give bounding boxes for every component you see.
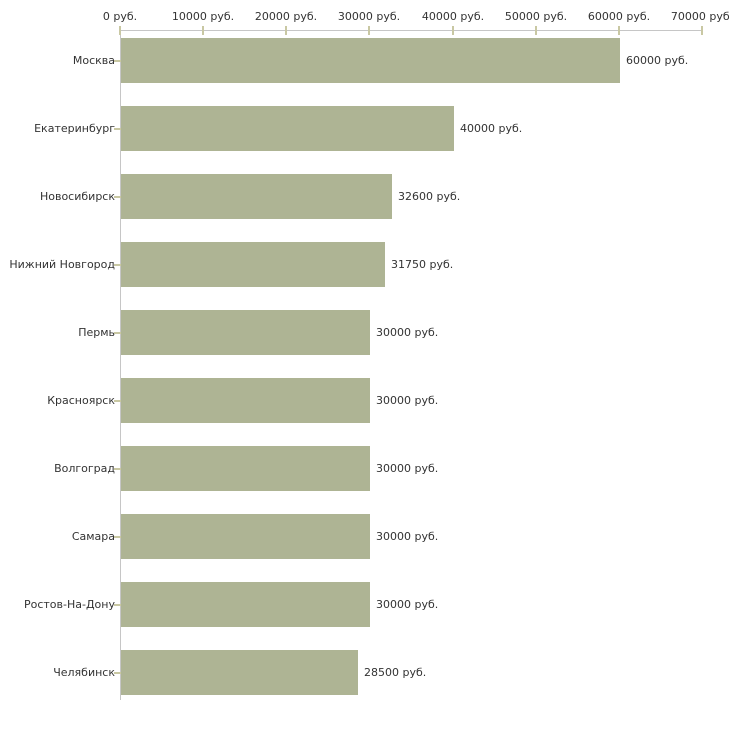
category-tick	[114, 400, 121, 402]
category-label: Волгоград	[54, 462, 115, 475]
x-axis-tick-label: 50000 руб.	[504, 10, 568, 23]
x-axis-tick	[535, 26, 537, 35]
value-label: 30000 руб.	[376, 462, 439, 475]
bar	[121, 650, 358, 695]
x-axis-tick-label: 70000 руб.	[670, 10, 730, 23]
x-axis-tick-label: 0 руб.	[102, 10, 138, 23]
bar	[121, 582, 370, 627]
x-axis-tick-label: 10000 руб.	[171, 10, 235, 23]
category-label: Пермь	[78, 326, 115, 339]
bar	[121, 242, 385, 287]
value-label: 28500 руб.	[364, 666, 427, 679]
bar	[121, 38, 620, 83]
value-label: 30000 руб.	[376, 326, 439, 339]
category-tick	[114, 536, 121, 538]
x-axis-tick	[202, 26, 204, 35]
category-label: Москва	[72, 54, 115, 67]
category-label: Красноярск	[47, 394, 115, 407]
category-tick	[114, 128, 121, 130]
y-axis-line	[120, 30, 121, 700]
category-label: Новосибирск	[39, 190, 115, 203]
value-label: 60000 руб.	[626, 54, 689, 67]
value-label: 30000 руб.	[376, 530, 439, 543]
x-axis-tick	[119, 26, 121, 35]
bar	[121, 446, 370, 491]
category-tick	[114, 196, 121, 198]
category-label: Екатеринбург	[34, 122, 115, 135]
bar	[121, 378, 370, 423]
x-axis-tick-label: 40000 руб.	[421, 10, 485, 23]
category-label: Нижний Новгород	[9, 258, 115, 271]
x-axis-tick	[618, 26, 620, 35]
category-tick	[114, 672, 121, 674]
value-label: 31750 руб.	[391, 258, 454, 271]
x-axis-tick-label: 30000 руб.	[337, 10, 401, 23]
value-label: 30000 руб.	[376, 598, 439, 611]
x-axis-tick-label: 20000 руб.	[254, 10, 318, 23]
x-axis-tick	[701, 26, 703, 35]
x-axis-tick	[452, 26, 454, 35]
x-axis-tick-label: 60000 руб.	[587, 10, 651, 23]
category-label: Самара	[71, 530, 115, 543]
x-axis-line	[120, 30, 702, 31]
category-tick	[114, 264, 121, 266]
category-label: Ростов-На-Дону	[23, 598, 115, 611]
bar	[121, 310, 370, 355]
x-axis-tick	[368, 26, 370, 35]
bar	[121, 174, 392, 219]
category-tick	[114, 468, 121, 470]
value-label: 30000 руб.	[376, 394, 439, 407]
category-tick	[114, 604, 121, 606]
x-axis-tick	[285, 26, 287, 35]
bar	[121, 514, 370, 559]
value-label: 40000 руб.	[460, 122, 523, 135]
bar	[121, 106, 454, 151]
category-tick	[114, 332, 121, 334]
category-tick	[114, 60, 121, 62]
category-label: Челябинск	[53, 666, 115, 679]
value-label: 32600 руб.	[398, 190, 461, 203]
